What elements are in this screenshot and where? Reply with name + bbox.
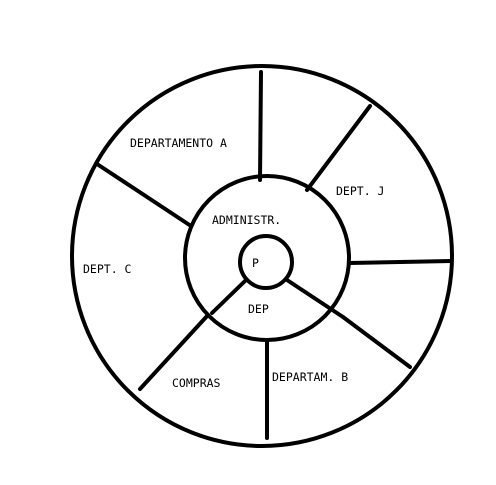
label-dep: DEP xyxy=(248,302,269,316)
label-p: P xyxy=(252,256,259,270)
divider-left xyxy=(95,162,193,228)
label-dept-j: DEPT. J xyxy=(336,184,384,198)
divider-bottom-right xyxy=(341,315,412,369)
divider-bottom-left xyxy=(138,313,210,391)
inner-divider-left xyxy=(210,278,248,315)
inner-divider-right xyxy=(285,278,345,319)
divider-right xyxy=(347,259,453,265)
divider-top-right xyxy=(305,104,372,192)
divider-top xyxy=(258,70,263,182)
center-circle xyxy=(238,234,294,290)
label-departamento-a: DEPARTAMENTO A xyxy=(130,136,227,150)
label-departam-b: DEPARTAM. B xyxy=(272,370,348,384)
label-dept-c: DEPT. C xyxy=(83,262,132,276)
label-administr: ADMINISTR. xyxy=(212,213,281,227)
label-compras: COMPRAS xyxy=(172,376,221,390)
outer-ring xyxy=(70,64,454,448)
